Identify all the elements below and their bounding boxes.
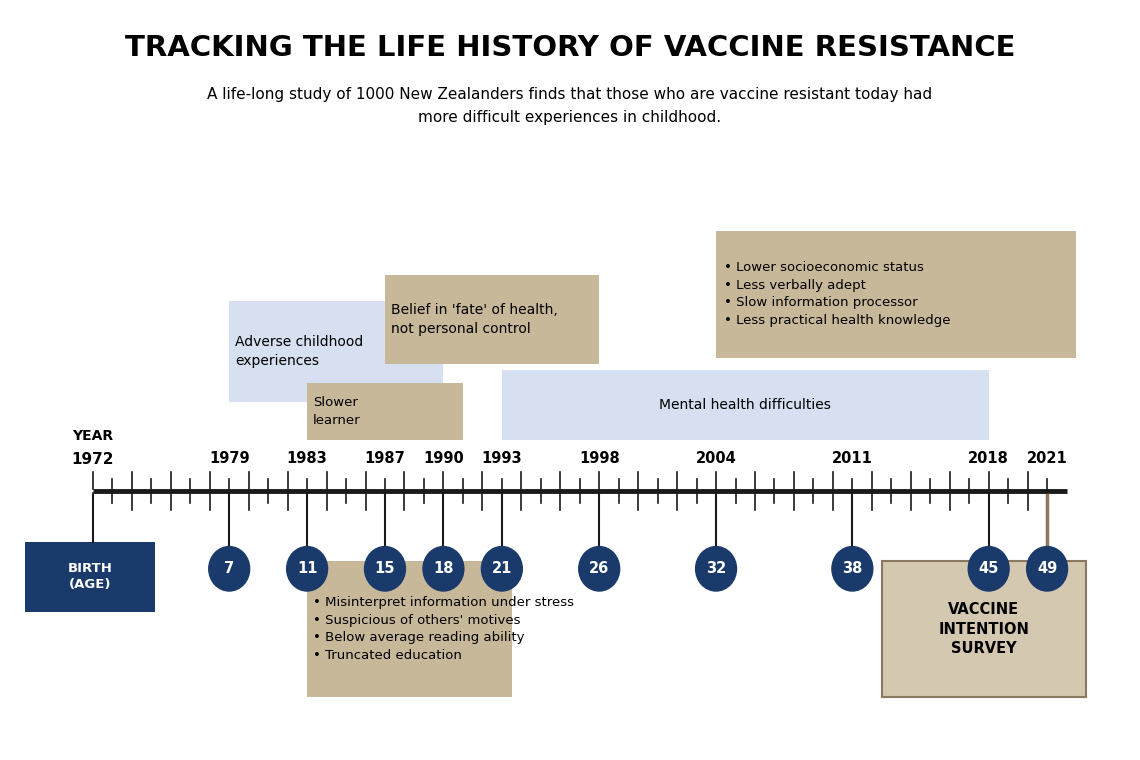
Ellipse shape: [365, 546, 406, 591]
Text: • Lower socioeconomic status
• Less verbally adept
• Slow information processor
: • Lower socioeconomic status • Less verb…: [724, 261, 951, 327]
Text: BIRTH
(AGE): BIRTH (AGE): [67, 562, 113, 591]
Text: 1993: 1993: [481, 451, 522, 466]
Ellipse shape: [286, 546, 327, 591]
FancyBboxPatch shape: [307, 561, 512, 698]
Text: Belief in 'fate' of health,
not personal control: Belief in 'fate' of health, not personal…: [391, 303, 557, 336]
Text: 26: 26: [589, 562, 610, 576]
FancyBboxPatch shape: [716, 230, 1076, 358]
Text: Mental health difficulties: Mental health difficulties: [659, 398, 831, 412]
FancyBboxPatch shape: [502, 370, 988, 440]
Text: 15: 15: [375, 562, 396, 576]
Text: 7: 7: [225, 562, 235, 576]
Ellipse shape: [968, 546, 1009, 591]
Ellipse shape: [481, 546, 522, 591]
Text: 1987: 1987: [365, 451, 406, 466]
Text: 2018: 2018: [968, 451, 1009, 466]
Text: Slower
learner: Slower learner: [314, 397, 360, 427]
Text: 2004: 2004: [695, 451, 736, 466]
Ellipse shape: [209, 546, 250, 591]
Text: VACCINE
INTENTION
SURVEY: VACCINE INTENTION SURVEY: [938, 602, 1029, 657]
Text: • Misinterpret information under stress
• Suspicious of others' motives
• Below : • Misinterpret information under stress …: [314, 597, 573, 662]
FancyBboxPatch shape: [307, 383, 463, 440]
Text: 1983: 1983: [287, 451, 327, 466]
Text: Adverse childhood
experiences: Adverse childhood experiences: [235, 335, 364, 368]
Ellipse shape: [695, 546, 736, 591]
Text: 2021: 2021: [1027, 451, 1067, 466]
Ellipse shape: [423, 546, 464, 591]
Text: 1972: 1972: [72, 452, 114, 467]
FancyBboxPatch shape: [881, 561, 1086, 698]
Ellipse shape: [1027, 546, 1067, 591]
Text: YEAR: YEAR: [72, 429, 114, 443]
Text: 18: 18: [433, 562, 454, 576]
Text: 45: 45: [978, 562, 999, 576]
Text: TRACKING THE LIFE HISTORY OF VACCINE RESISTANCE: TRACKING THE LIFE HISTORY OF VACCINE RES…: [124, 34, 1016, 62]
Text: 11: 11: [296, 562, 317, 576]
Ellipse shape: [832, 546, 873, 591]
Text: 38: 38: [842, 562, 863, 576]
Text: 2011: 2011: [832, 451, 873, 466]
FancyBboxPatch shape: [229, 300, 443, 402]
Text: 1998: 1998: [579, 451, 619, 466]
FancyBboxPatch shape: [25, 542, 155, 612]
FancyBboxPatch shape: [385, 275, 600, 364]
Text: 32: 32: [706, 562, 726, 576]
Text: 1979: 1979: [209, 451, 250, 466]
Text: 49: 49: [1037, 562, 1057, 576]
Text: A life-long study of 1000 New Zealanders finds that those who are vaccine resist: A life-long study of 1000 New Zealanders…: [207, 87, 933, 125]
Text: 21: 21: [491, 562, 512, 576]
Ellipse shape: [579, 546, 620, 591]
Text: 1990: 1990: [423, 451, 464, 466]
